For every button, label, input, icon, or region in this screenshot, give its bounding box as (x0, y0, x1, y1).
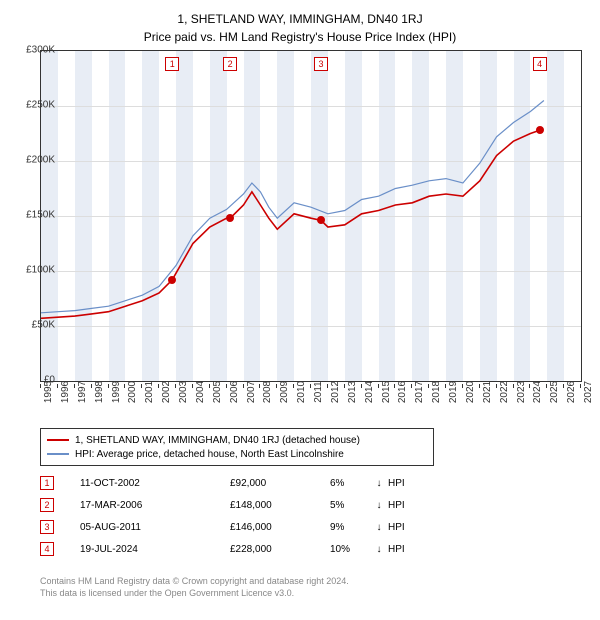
x-tick-label: 2005 (212, 381, 223, 403)
row-date: 19-JUL-2024 (80, 544, 230, 555)
x-tick-label: 2008 (262, 381, 273, 403)
legend-label: 1, SHETLAND WAY, IMMINGHAM, DN40 1RJ (de… (75, 435, 360, 446)
x-tick-label: 1996 (60, 381, 71, 403)
legend-item: 1, SHETLAND WAY, IMMINGHAM, DN40 1RJ (de… (47, 433, 427, 447)
x-tick-label: 2004 (195, 381, 206, 403)
x-tick-label: 2011 (313, 381, 324, 403)
table-row: 1 11-OCT-2002£92,0006%↓HPI (40, 472, 540, 494)
y-tick-label: £150K (26, 210, 55, 221)
y-tick-label: £50K (32, 320, 55, 331)
footer-line-1: Contains HM Land Registry data © Crown c… (40, 576, 349, 588)
x-tick-label: 2024 (532, 381, 543, 403)
x-tick-label: 2014 (364, 381, 375, 403)
y-tick-label: £300K (26, 45, 55, 56)
row-marker: 4 (40, 542, 54, 556)
table-row: 4 19-JUL-2024£228,00010%↓HPI (40, 538, 540, 560)
arrow-down-icon: ↓ (370, 544, 388, 555)
x-tick-label: 2022 (499, 381, 510, 403)
row-date: 11-OCT-2002 (80, 478, 230, 489)
x-tick-label: 2003 (178, 381, 189, 403)
marker-2: 2 (223, 57, 237, 71)
row-pct: 6% (330, 478, 370, 489)
marker-3: 3 (314, 57, 328, 71)
x-tick-label: 2018 (431, 381, 442, 403)
row-hpi: HPI (388, 500, 458, 511)
legend-swatch (47, 453, 69, 455)
x-tick-label: 2009 (279, 381, 290, 403)
legend-label: HPI: Average price, detached house, Nort… (75, 449, 344, 460)
x-tick-label: 1997 (77, 381, 88, 403)
row-pct: 5% (330, 500, 370, 511)
x-tick-label: 2000 (127, 381, 138, 403)
series-hpi (41, 101, 544, 313)
x-tick-label: 2012 (330, 381, 341, 403)
chart-subtitle: Price paid vs. HM Land Registry's House … (0, 26, 600, 50)
series-property (41, 130, 540, 318)
x-tick-label: 2007 (246, 381, 257, 403)
x-tick-label: 2017 (414, 381, 425, 403)
row-marker: 1 (40, 476, 54, 490)
y-tick-label: £200K (26, 155, 55, 166)
x-tick-label: 2015 (381, 381, 392, 403)
footer-line-2: This data is licensed under the Open Gov… (40, 588, 349, 600)
row-price: £228,000 (230, 544, 330, 555)
x-tick-label: 2023 (516, 381, 527, 403)
legend-swatch (47, 439, 69, 441)
row-marker: 3 (40, 520, 54, 534)
y-tick-label: £250K (26, 100, 55, 111)
row-hpi: HPI (388, 522, 458, 533)
x-tick-label: 2002 (161, 381, 172, 403)
arrow-down-icon: ↓ (370, 500, 388, 511)
legend-item: HPI: Average price, detached house, Nort… (47, 447, 427, 461)
y-tick-label: £100K (26, 265, 55, 276)
x-tick-label: 1999 (111, 381, 122, 403)
chart-container: 1, SHETLAND WAY, IMMINGHAM, DN40 1RJ Pri… (0, 0, 600, 620)
row-pct: 9% (330, 522, 370, 533)
x-tick-label: 2013 (347, 381, 358, 403)
row-marker: 2 (40, 498, 54, 512)
data-point (226, 214, 234, 222)
arrow-down-icon: ↓ (370, 478, 388, 489)
y-tick-label: £0 (44, 375, 55, 386)
data-point (168, 276, 176, 284)
x-tick-label: 2006 (229, 381, 240, 403)
row-hpi: HPI (388, 544, 458, 555)
chart-plot-area: 1 2 3 4 (40, 50, 582, 382)
footer-text: Contains HM Land Registry data © Crown c… (40, 576, 349, 599)
x-tick-label: 2027 (583, 381, 594, 403)
x-tick-label: 2010 (296, 381, 307, 403)
row-date: 17-MAR-2006 (80, 500, 230, 511)
x-tick-label: 2026 (566, 381, 577, 403)
marker-4: 4 (533, 57, 547, 71)
row-date: 05-AUG-2011 (80, 522, 230, 533)
transactions-table: 111-OCT-2002£92,0006%↓HPI217-MAR-2006£14… (40, 472, 540, 560)
row-price: £146,000 (230, 522, 330, 533)
data-point (317, 216, 325, 224)
x-tick-label: 2016 (397, 381, 408, 403)
x-tick-label: 2001 (144, 381, 155, 403)
row-price: £148,000 (230, 500, 330, 511)
x-tick-label: 2020 (465, 381, 476, 403)
x-tick-label: 2019 (448, 381, 459, 403)
x-tick-label: 2025 (549, 381, 560, 403)
table-row: 3 05-AUG-2011£146,0009%↓HPI (40, 516, 540, 538)
data-point (536, 126, 544, 134)
chart-title: 1, SHETLAND WAY, IMMINGHAM, DN40 1RJ (0, 0, 600, 26)
table-row: 2 17-MAR-2006£148,0005%↓HPI (40, 494, 540, 516)
legend: 1, SHETLAND WAY, IMMINGHAM, DN40 1RJ (de… (40, 428, 434, 466)
x-axis-labels: 1995199619971998199920002001200220032004… (40, 384, 580, 424)
arrow-down-icon: ↓ (370, 522, 388, 533)
chart-svg (41, 51, 581, 381)
row-price: £92,000 (230, 478, 330, 489)
x-tick-label: 2021 (482, 381, 493, 403)
x-tick-label: 1998 (94, 381, 105, 403)
marker-1: 1 (165, 57, 179, 71)
row-hpi: HPI (388, 478, 458, 489)
row-pct: 10% (330, 544, 370, 555)
